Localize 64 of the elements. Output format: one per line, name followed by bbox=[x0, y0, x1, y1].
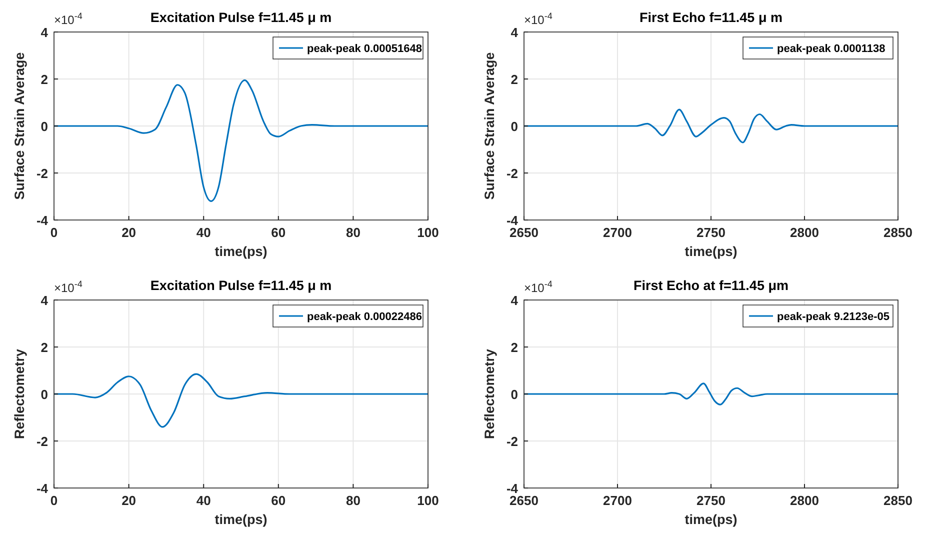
y-tick-label: -2 bbox=[36, 434, 48, 449]
y-tick-label: 0 bbox=[510, 119, 518, 134]
chart-title: Excitation Pulse f=11.45 μ m bbox=[150, 278, 332, 293]
text: ×10$^{-4}$ bbox=[54, 279, 82, 295]
y-tick-label: 2 bbox=[510, 72, 518, 87]
text: ×10$^{-4}$ bbox=[54, 11, 82, 27]
y-tick-label: 0 bbox=[40, 387, 48, 402]
x-tick-label: 2800 bbox=[790, 493, 819, 508]
legend-label: peak-peak 0.00022486 bbox=[307, 311, 422, 323]
y-tick-label: 2 bbox=[510, 340, 518, 355]
x-tick-label: 40 bbox=[196, 225, 211, 240]
y-tick-label: 0 bbox=[40, 119, 48, 134]
x-axis-title: time(ps) bbox=[214, 512, 268, 527]
legend-label: peak-peak 9.2123e-05 bbox=[777, 311, 890, 323]
x-tick-label: 2850 bbox=[884, 225, 912, 240]
x-tick-label: 20 bbox=[122, 225, 136, 240]
x-tick-label: 2800 bbox=[790, 225, 819, 240]
x-tick-label: 2750 bbox=[696, 225, 726, 240]
text: ×10$^{-4}$ bbox=[524, 11, 552, 27]
x-tick-label: 2700 bbox=[603, 225, 632, 240]
x-tick-label: 80 bbox=[346, 225, 360, 240]
y-axis-title: Surface Strain Average bbox=[482, 52, 497, 200]
y-tick-label: -2 bbox=[506, 434, 518, 449]
y-axis-title: Reflectometry bbox=[482, 348, 497, 440]
text: ×10$^{-4}$ bbox=[524, 279, 552, 295]
y-tick-label: -4 bbox=[36, 481, 49, 496]
x-axis-title: time(ps) bbox=[684, 244, 738, 259]
y-tick-label: 4 bbox=[510, 293, 519, 308]
legend-label: peak-peak 0.00051648 bbox=[307, 43, 422, 55]
y-tick-label: 4 bbox=[40, 293, 49, 308]
x-tick-label: 2650 bbox=[510, 225, 538, 240]
x-tick-label: 100 bbox=[417, 493, 439, 508]
y-tick-label: 4 bbox=[510, 25, 519, 40]
x-axis-title: time(ps) bbox=[684, 512, 738, 527]
chart-title: Excitation Pulse f=11.45 μ m bbox=[150, 10, 332, 25]
y-tick-label: 4 bbox=[40, 25, 49, 40]
line-series bbox=[523, 108, 899, 144]
x-tick-label: 40 bbox=[196, 493, 211, 508]
x-tick-label: 2650 bbox=[510, 493, 538, 508]
y-tick-label: -4 bbox=[506, 481, 519, 496]
x-tick-label: 2750 bbox=[696, 493, 726, 508]
chart-title: First Echo f=11.45 μ m bbox=[640, 10, 782, 25]
chart-title: First Echo at f=11.45 μm bbox=[634, 278, 788, 293]
x-tick-label: 60 bbox=[271, 225, 286, 240]
y-tick-label: -2 bbox=[506, 166, 518, 181]
line-series bbox=[53, 79, 429, 202]
y-tick-label: -4 bbox=[36, 213, 49, 228]
y-axis-title: Surface Strain Average bbox=[12, 52, 27, 200]
x-tick-label: 20 bbox=[122, 493, 136, 508]
y-tick-label: 0 bbox=[510, 387, 518, 402]
x-tick-label: 60 bbox=[271, 493, 286, 508]
x-tick-label: 80 bbox=[346, 493, 360, 508]
line-series bbox=[523, 382, 899, 406]
y-axis-title: Reflectometry bbox=[12, 348, 27, 440]
legend-label: peak-peak 0.0001138 bbox=[777, 43, 886, 55]
y-tick-label: 2 bbox=[40, 72, 48, 87]
x-axis-title: time(ps) bbox=[214, 244, 268, 259]
y-tick-label: 2 bbox=[40, 340, 48, 355]
y-tick-label: -4 bbox=[506, 213, 519, 228]
x-tick-label: 2850 bbox=[884, 493, 912, 508]
line-series bbox=[53, 373, 429, 428]
x-tick-label: 100 bbox=[417, 225, 439, 240]
x-tick-label: 2700 bbox=[603, 493, 632, 508]
y-tick-label: -2 bbox=[36, 166, 48, 181]
